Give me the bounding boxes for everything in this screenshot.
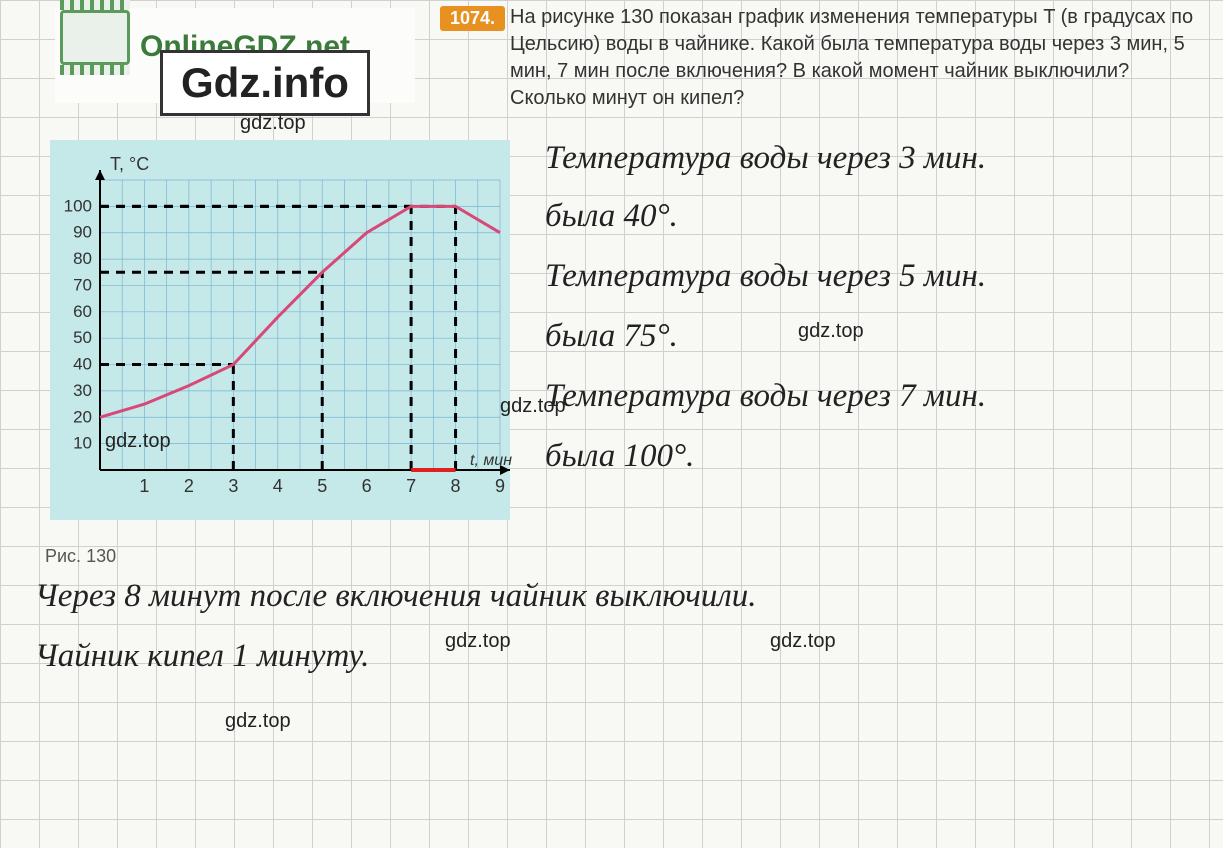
svg-text:4: 4 <box>273 476 283 496</box>
watermark-2: gdz.top <box>500 395 566 418</box>
svg-text:10: 10 <box>73 434 92 453</box>
watermark-6: gdz.top <box>770 630 836 653</box>
watermark-4: gdz.top <box>105 430 171 453</box>
svg-text:50: 50 <box>73 328 92 347</box>
svg-text:8: 8 <box>451 476 461 496</box>
chart-svg: 1 2 3 4 5 6 7 8 9 10 20 30 40 50 60 70 80 90 100 T, °C t, … <box>40 130 520 530</box>
answer-line-1: Температура воды через 3 мин. <box>545 140 986 176</box>
watermark-7: gdz.top <box>225 710 291 733</box>
svg-text:20: 20 <box>73 407 92 426</box>
figure-label: Рис. 130 <box>45 546 116 567</box>
gdz-logo: Gdz.info <box>160 50 370 116</box>
svg-text:70: 70 <box>73 275 92 294</box>
svg-text:5: 5 <box>317 476 327 496</box>
svg-text:6: 6 <box>362 476 372 496</box>
watermark-3: gdz.top <box>798 320 864 343</box>
problem-text: На рисунке 130 показан график изменения … <box>510 4 1210 112</box>
svg-text:30: 30 <box>73 381 92 400</box>
y-axis-label: T, °C <box>110 154 149 174</box>
temperature-chart: 1 2 3 4 5 6 7 8 9 10 20 30 40 50 60 70 80 90 100 T, °C t, … <box>40 130 520 530</box>
chart-background <box>50 140 510 520</box>
answer-line-4: была 75°. <box>545 318 678 354</box>
film-icon <box>60 10 130 65</box>
svg-text:80: 80 <box>73 249 92 268</box>
svg-text:60: 60 <box>73 302 92 321</box>
watermark-5: gdz.top <box>445 630 511 653</box>
answer-line-3: Температура воды через 5 мин. <box>545 258 986 294</box>
watermark-1: gdz.top <box>240 112 306 135</box>
svg-text:2: 2 <box>184 476 194 496</box>
problem-number: 1074. <box>440 6 505 31</box>
answer-line-5: Температура воды через 7 мин. <box>545 378 986 414</box>
answer-line-2: была 40°. <box>545 198 678 234</box>
svg-text:1: 1 <box>139 476 149 496</box>
answer-line-8: Чайник кипел 1 минуту. <box>35 638 369 674</box>
svg-text:90: 90 <box>73 223 92 242</box>
answer-line-7: Через 8 минут после включения чайник вык… <box>35 578 757 614</box>
svg-text:9: 9 <box>495 476 505 496</box>
svg-text:100: 100 <box>64 196 92 215</box>
answer-line-6: была 100°. <box>545 438 694 474</box>
svg-text:7: 7 <box>406 476 416 496</box>
x-axis-label: t, мин <box>470 452 512 469</box>
svg-text:3: 3 <box>228 476 238 496</box>
svg-text:40: 40 <box>73 355 92 374</box>
